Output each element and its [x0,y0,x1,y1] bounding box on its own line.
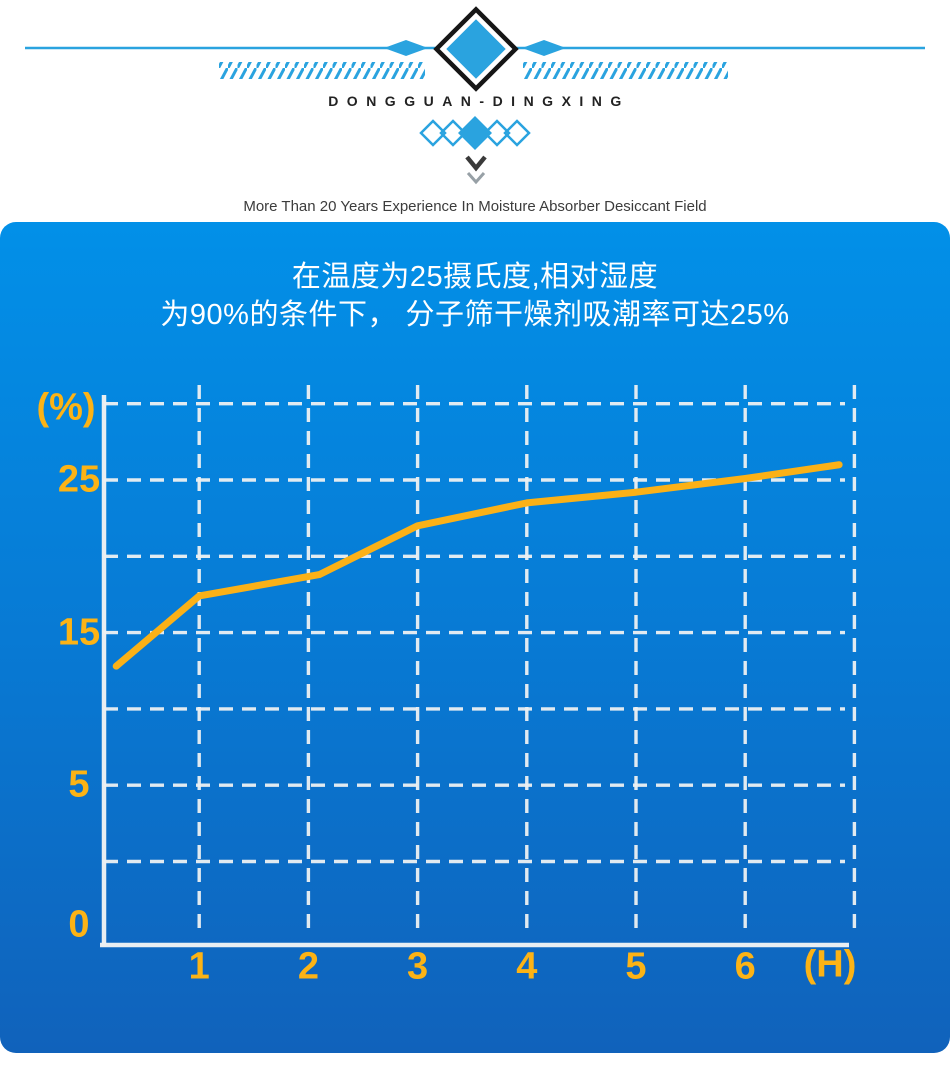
chevron-down-light-icon [466,172,486,185]
brand-ornament [25,6,925,185]
small-diamond-right-icon [522,40,566,56]
diamond-cluster-icon [419,116,531,150]
chart-panel: 在温度为25摄氏度,相对湿度 为90%的条件下， 分子筛干燥剂吸潮率可达25% [0,222,950,1053]
small-diamond-left-icon [384,40,428,56]
brand-header: DONGGUAN-DINGXING More Than 20 Years Exp… [0,0,950,222]
chart-title-line1: 在温度为25摄氏度,相对湿度 [291,261,659,293]
big-diamond-icon [433,6,519,92]
hatch-band-right [523,62,728,79]
hatch-band-left [219,62,425,79]
brand-tagline: More Than 20 Years Experience In Moistur… [243,198,707,215]
chart-title-line2: 为90%的条件下， 分子筛干燥剂吸潮率可达25% [160,299,790,331]
chart-title: 在温度为25摄氏度,相对湿度 为90%的条件下， 分子筛干燥剂吸潮率可达25% [0,222,950,334]
chevron-down-icon [465,155,487,172]
brand-name: DONGGUAN-DINGXING [328,93,630,109]
series-line [112,461,843,670]
